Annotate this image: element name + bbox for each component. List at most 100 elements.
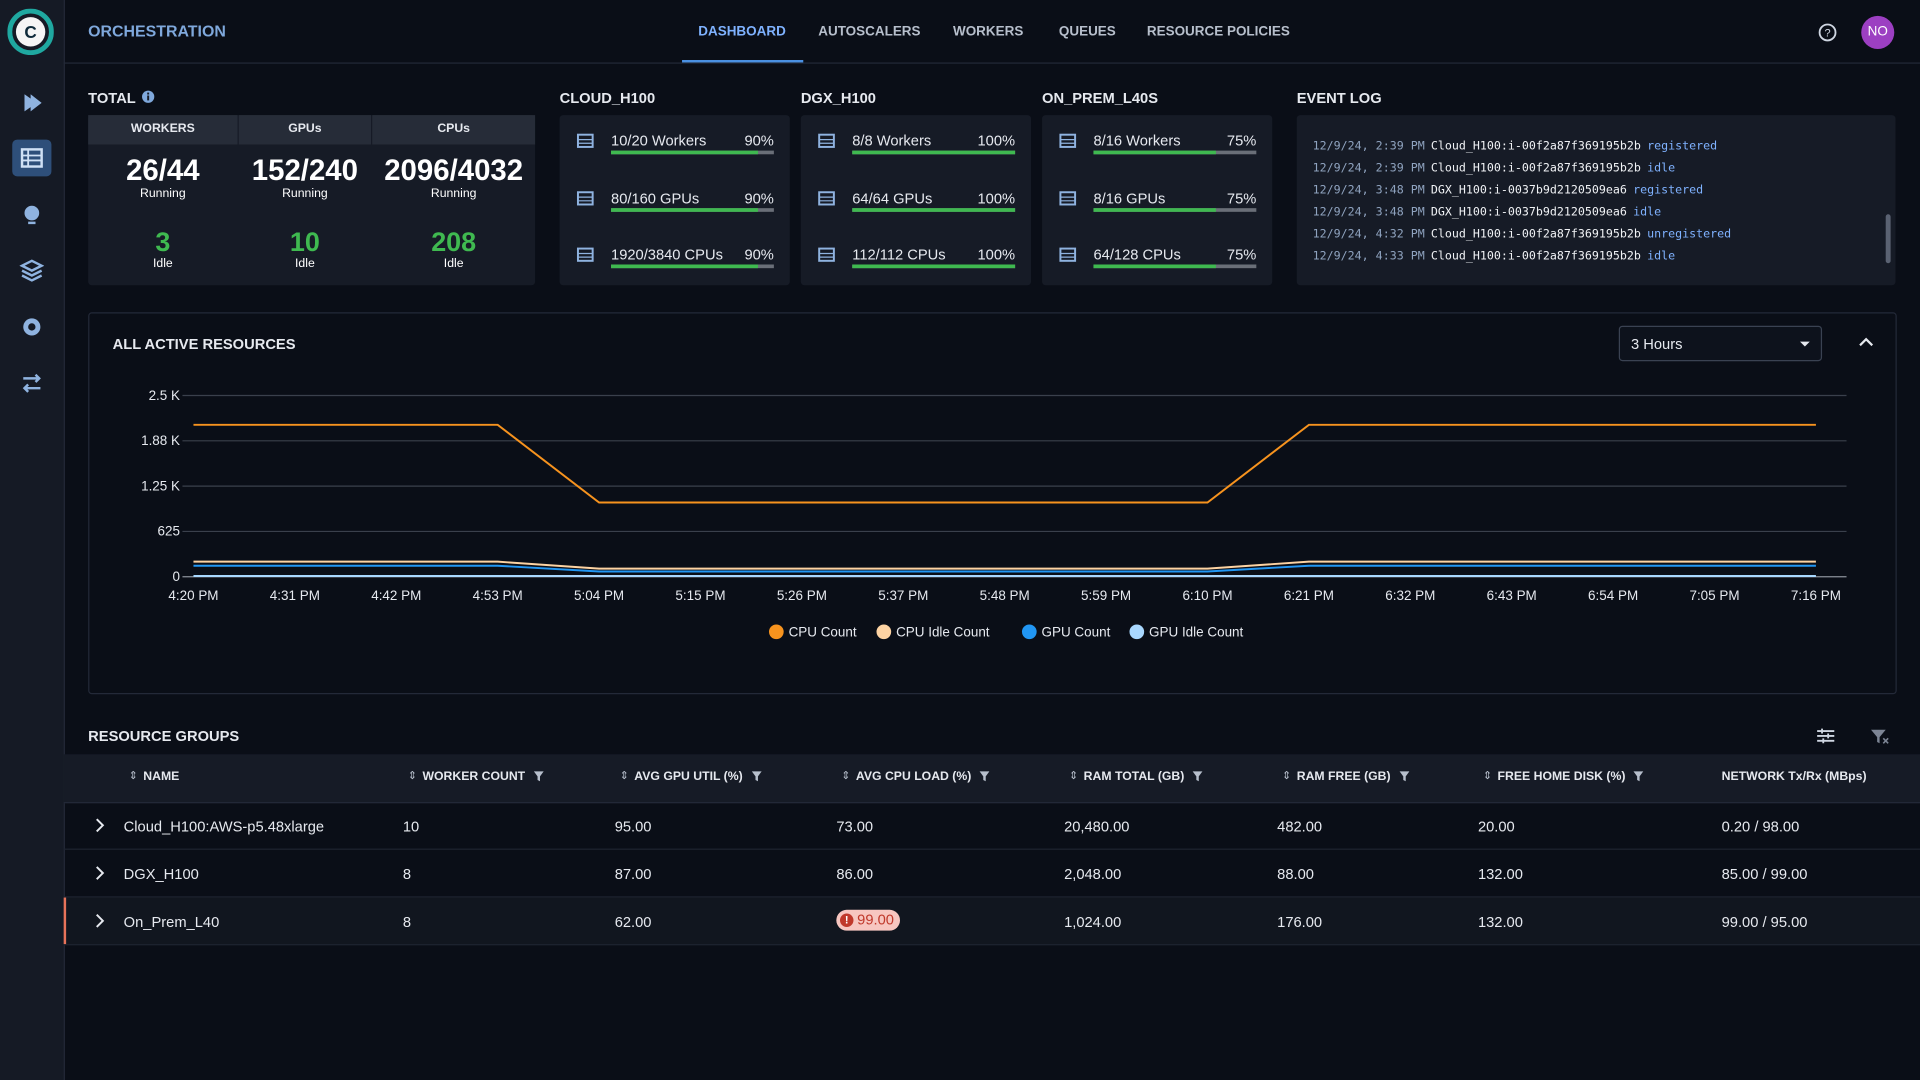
log-entry: 12/9/24, 4:32 PM Cloud_H100:i-00f2a87f369… bbox=[1313, 228, 1731, 241]
table-row[interactable] bbox=[63, 802, 1920, 850]
sort-icon[interactable]: ⇕ bbox=[841, 768, 851, 782]
filter-icon[interactable] bbox=[1192, 770, 1204, 782]
nav-tab[interactable]: RESOURCE POLICIES bbox=[1146, 24, 1290, 40]
x-tick-label: 5:04 PM bbox=[574, 588, 624, 603]
expand-chevron[interactable] bbox=[93, 866, 105, 881]
alert-icon: ! bbox=[840, 913, 854, 927]
pool-row-percent: 90% bbox=[744, 189, 774, 207]
filter-icon[interactable] bbox=[1398, 770, 1410, 782]
pool-row-percent: 75% bbox=[1226, 189, 1257, 207]
cell: 8 bbox=[402, 913, 412, 931]
nav-tab[interactable]: AUTOSCALERS bbox=[818, 24, 921, 40]
pool-row-percent: 100% bbox=[977, 246, 1016, 264]
legend-label: GPU Count bbox=[1042, 625, 1111, 640]
x-tick-label: 4:42 PM bbox=[371, 588, 421, 603]
sort-icon[interactable]: ⇕ bbox=[619, 768, 629, 782]
filter-clear-icon[interactable] bbox=[1869, 726, 1891, 746]
nav-active[interactable] bbox=[12, 139, 52, 177]
nav-icon[interactable] bbox=[20, 202, 44, 226]
sidebar bbox=[0, 0, 65, 1080]
icon-shape bbox=[1192, 771, 1203, 782]
running-label: Running bbox=[282, 187, 328, 201]
icon-shape bbox=[96, 818, 105, 833]
running-label: Running bbox=[430, 187, 477, 201]
info-icon[interactable] bbox=[141, 89, 156, 104]
resource-icon bbox=[576, 247, 594, 262]
legend-marker bbox=[876, 624, 892, 640]
table-header bbox=[63, 754, 1920, 804]
range-value: 3 Hours bbox=[1631, 335, 1683, 353]
log-entry: 12/9/24, 3:48 PM DGX_H100:i-0037b9d212050… bbox=[1313, 206, 1661, 219]
pool-row-label: 1920/3840 CPUs bbox=[611, 246, 723, 264]
sort-icon[interactable]: ⇕ bbox=[1282, 768, 1292, 782]
range-select[interactable]: 3 Hours bbox=[1618, 325, 1823, 362]
sort-icon[interactable]: ⇕ bbox=[128, 768, 138, 782]
expand-chevron[interactable] bbox=[93, 913, 105, 928]
x-tick-label: 6:43 PM bbox=[1487, 588, 1537, 603]
x-tick-label: 6:32 PM bbox=[1385, 588, 1435, 603]
nav-icon[interactable] bbox=[20, 91, 44, 115]
x-tick-label: 6:54 PM bbox=[1588, 588, 1638, 603]
running-count: 26/44 bbox=[126, 154, 200, 188]
cell: 0.20 / 98.00 bbox=[1721, 817, 1800, 836]
icon-shape bbox=[576, 133, 594, 148]
filter-icon[interactable] bbox=[979, 770, 991, 782]
help-icon[interactable]: ? bbox=[1817, 22, 1838, 43]
nav-icon[interactable] bbox=[20, 371, 44, 395]
nav-icon[interactable] bbox=[20, 315, 44, 339]
collapse-icon[interactable] bbox=[1858, 336, 1875, 351]
cell-value: 99.00 bbox=[857, 911, 894, 929]
column-header: CPUs bbox=[372, 115, 536, 145]
sort-icon[interactable]: ⇕ bbox=[407, 768, 417, 782]
logo[interactable]: C bbox=[7, 8, 54, 56]
cell: 20,480.00 bbox=[1064, 817, 1130, 836]
pool-row-label: 10/20 Workers bbox=[611, 132, 707, 150]
section-title: RESOURCE GROUPS bbox=[88, 727, 240, 745]
icon-shape bbox=[1060, 195, 1076, 201]
pool-row-percent: 75% bbox=[1226, 246, 1257, 264]
columns-icon[interactable] bbox=[1815, 726, 1837, 746]
scrollbar[interactable] bbox=[1885, 214, 1891, 264]
active-tab-underline bbox=[682, 60, 804, 63]
resource-icon bbox=[1059, 133, 1077, 148]
icon-shape bbox=[819, 252, 834, 258]
column-header: WORKER COUNT bbox=[422, 770, 526, 784]
log-entry: 12/9/24, 2:39 PM Cloud_H100:i-00f2a87f369… bbox=[1313, 140, 1717, 153]
filter-icon[interactable] bbox=[533, 770, 545, 782]
x-tick-label: 7:16 PM bbox=[1791, 588, 1841, 603]
table-row[interactable] bbox=[63, 897, 1920, 946]
cell: 1,024.00 bbox=[1064, 913, 1122, 931]
table-row[interactable] bbox=[63, 850, 1920, 898]
svg-text:C: C bbox=[24, 22, 36, 42]
cell: 176.00 bbox=[1277, 913, 1323, 931]
log-node: Cloud_H100:i-00f2a87f369195b2b bbox=[1430, 227, 1641, 242]
pool-row-label: 8/16 Workers bbox=[1093, 132, 1181, 150]
y-tick-label: 0 bbox=[173, 569, 180, 584]
progress-fill bbox=[611, 150, 758, 155]
cell: 99.00 / 95.00 bbox=[1721, 913, 1808, 931]
pool-row-label: 64/128 CPUs bbox=[1093, 246, 1181, 264]
resource-icon bbox=[1059, 247, 1077, 262]
icon-shape bbox=[96, 866, 105, 880]
icon-shape bbox=[818, 190, 835, 205]
cell: 8 bbox=[402, 865, 412, 883]
cell: 10 bbox=[402, 817, 420, 836]
log-status: idle bbox=[1647, 249, 1676, 264]
avatar[interactable]: NO bbox=[1861, 15, 1895, 49]
log-node: Cloud_H100:i-00f2a87f369195b2b bbox=[1430, 139, 1641, 154]
nav-tab[interactable]: DASHBOARD bbox=[698, 24, 786, 40]
sort-icon[interactable]: ⇕ bbox=[1068, 768, 1079, 782]
sort-icon[interactable]: ⇕ bbox=[1482, 768, 1493, 782]
series-line bbox=[193, 564, 1816, 573]
filter-icon[interactable] bbox=[1633, 770, 1645, 782]
expand-chevron[interactable] bbox=[93, 818, 105, 833]
nav-tab[interactable]: QUEUES bbox=[1058, 24, 1116, 40]
cell: DGX_H100 bbox=[123, 865, 199, 883]
filter-icon[interactable] bbox=[750, 770, 762, 782]
idle-label: Idle bbox=[443, 257, 464, 271]
nav-icon[interactable] bbox=[19, 258, 45, 282]
progress-fill bbox=[1093, 150, 1216, 155]
nav-tab[interactable]: WORKERS bbox=[952, 24, 1024, 40]
icon-shape bbox=[818, 133, 835, 148]
icon-shape bbox=[577, 252, 593, 258]
